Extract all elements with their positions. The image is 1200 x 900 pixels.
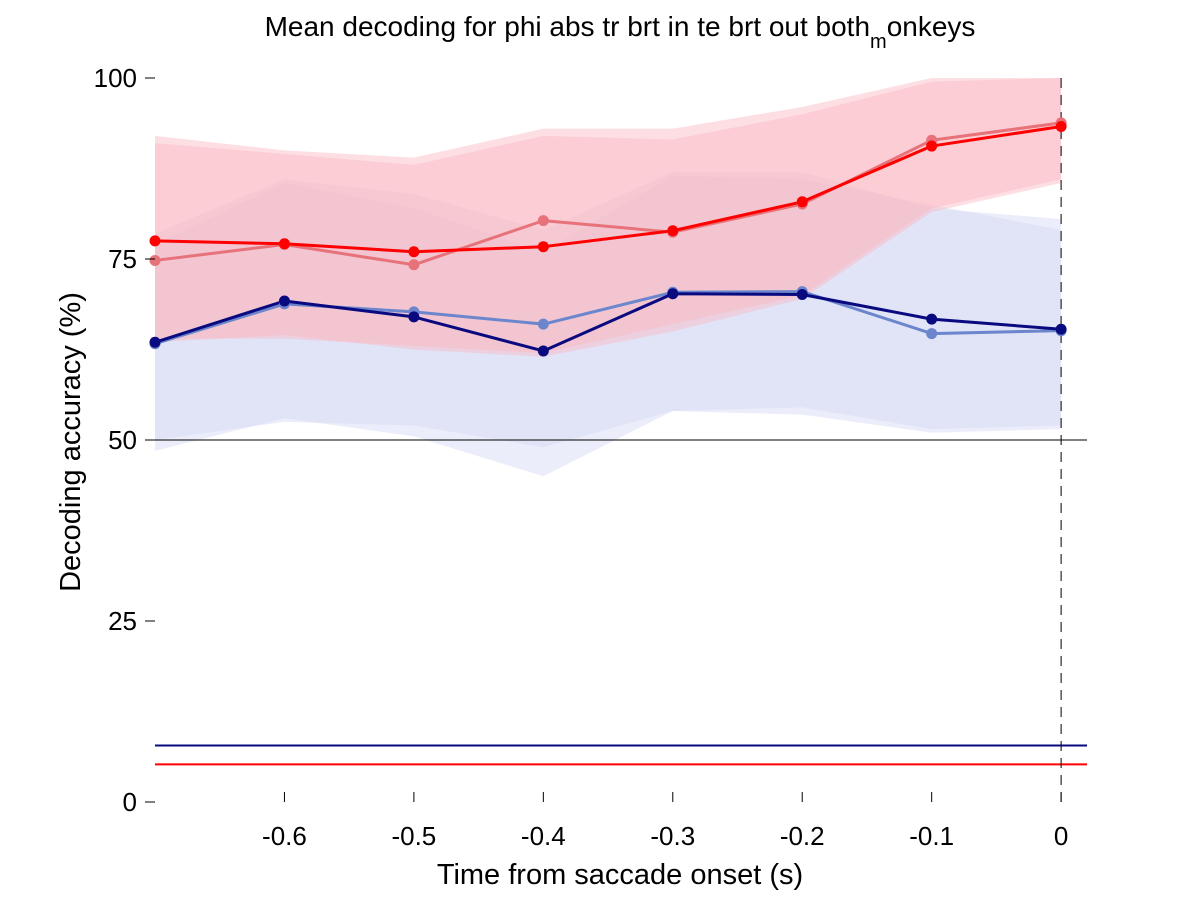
y-tick-label-50: 50 xyxy=(108,425,137,455)
x-tick-label--0.6: -0.6 xyxy=(262,821,307,851)
reference-lines xyxy=(155,78,1087,802)
data-point-4-1 xyxy=(149,336,161,348)
confidence-band-1 xyxy=(155,78,1062,354)
series-line-4 xyxy=(154,292,1062,353)
series-line-3 xyxy=(154,290,1062,346)
data-point-2-4 xyxy=(537,241,549,253)
data-point-1-4 xyxy=(537,215,549,227)
x-tick-label--0.1: -0.1 xyxy=(909,821,954,851)
confidence-bands xyxy=(155,78,1062,477)
series-points xyxy=(149,117,1067,357)
data-point-1-3 xyxy=(408,259,420,271)
x-tick-label--0.4: -0.4 xyxy=(521,821,566,851)
x-tick-label-0: 0 xyxy=(1054,821,1068,851)
data-point-3-7 xyxy=(926,328,938,340)
data-point-2-8 xyxy=(1055,121,1067,133)
confidence-band-3 xyxy=(155,172,1062,477)
data-point-2-3 xyxy=(408,246,420,258)
chart-title: Mean decoding for phi abs tr brt in te b… xyxy=(265,11,976,53)
data-point-2-2 xyxy=(278,238,290,250)
y-axis-label: Decoding accuracy (%) xyxy=(55,292,87,592)
series-line-2 xyxy=(154,125,1062,254)
tick-labels: 0 25 50 75 100 -0.6 -0.5 -0.4 -0.3 -0.2 -0.1 0 xyxy=(94,63,1069,851)
y-tick-label-0: 0 xyxy=(123,787,137,817)
axes xyxy=(145,77,1062,803)
data-point-4-2 xyxy=(278,295,290,307)
x-axis-label: Time from saccade onset (s) xyxy=(437,859,803,891)
confidence-band-2 xyxy=(155,78,1062,357)
series-lines xyxy=(154,121,1062,353)
chart-title-subscript: m xyxy=(870,31,887,53)
y-tick-label-25: 25 xyxy=(108,606,137,636)
chart-title-main: Mean decoding for phi abs tr brt in te b… xyxy=(265,11,870,42)
data-point-2-5 xyxy=(667,225,679,237)
confidence-band-4 xyxy=(155,175,1062,448)
chart-title-suffix: onkeys xyxy=(887,11,976,42)
x-tick-label--0.2: -0.2 xyxy=(780,821,825,851)
data-point-2-6 xyxy=(796,196,808,208)
y-tick-label-75: 75 xyxy=(108,244,137,274)
y-tick-label-100: 100 xyxy=(94,63,137,93)
data-point-1-1 xyxy=(149,254,161,266)
data-point-2-1 xyxy=(149,235,161,247)
data-point-4-5 xyxy=(667,288,679,300)
data-point-4-7 xyxy=(926,313,938,325)
data-point-4-4 xyxy=(537,345,549,357)
data-point-4-8 xyxy=(1055,323,1067,335)
x-tick-label--0.5: -0.5 xyxy=(391,821,436,851)
data-point-4-3 xyxy=(408,311,420,323)
data-point-2-7 xyxy=(926,140,938,152)
series-line-1 xyxy=(154,121,1062,267)
x-tick-label--0.3: -0.3 xyxy=(650,821,695,851)
data-point-3-4 xyxy=(537,318,549,330)
data-point-4-6 xyxy=(796,288,808,300)
